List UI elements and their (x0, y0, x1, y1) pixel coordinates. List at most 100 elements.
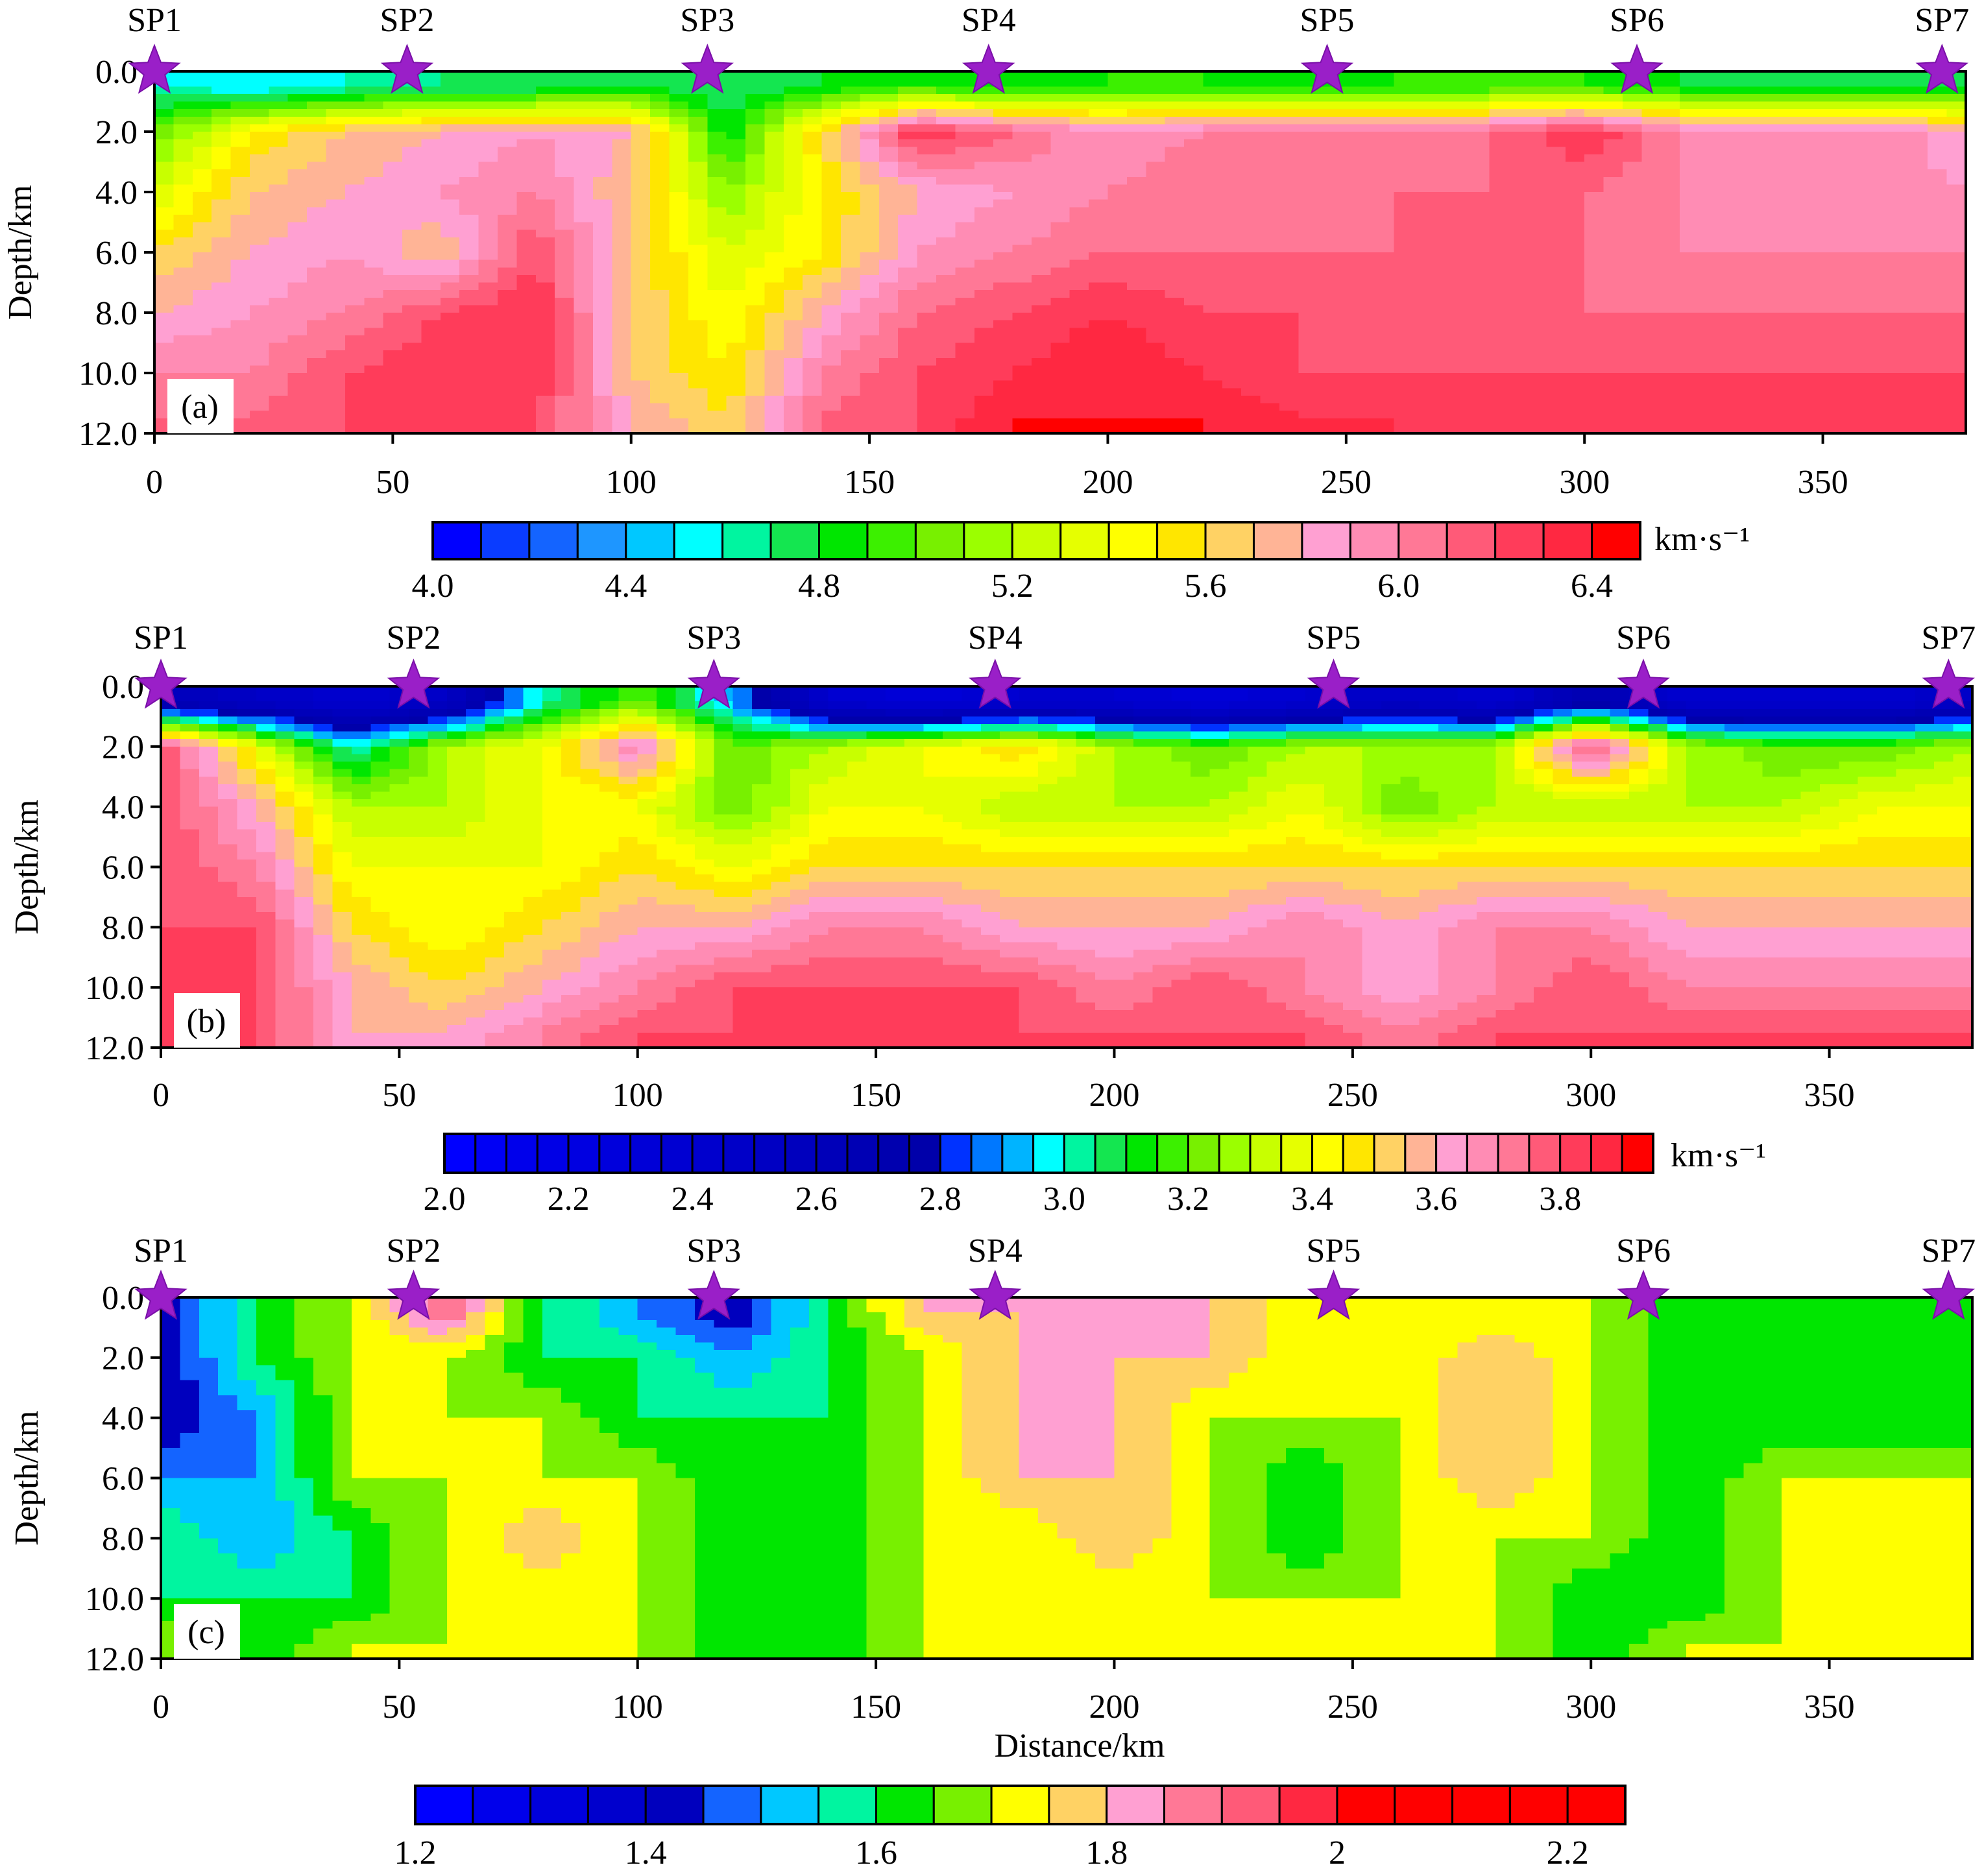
heatmap-cell (516, 411, 537, 419)
heatmap-cell (478, 86, 498, 95)
heatmap-cell (1680, 101, 1700, 110)
heatmap-cell (1146, 343, 1166, 351)
heatmap-cell (351, 701, 371, 710)
heatmap-cell (1946, 147, 1966, 155)
heatmap-cell (555, 320, 575, 328)
heatmap-cell (1660, 139, 1680, 147)
heatmap-cell (421, 274, 441, 283)
heatmap-cell (535, 222, 555, 230)
heatmap-cell (345, 380, 365, 389)
heatmap-cell (287, 124, 308, 132)
heatmap-cell (1622, 199, 1642, 208)
heatmap-cell (631, 86, 651, 95)
heatmap-cell (1317, 365, 1337, 374)
heatmap-cell (1717, 252, 1737, 261)
heatmap-cell (1012, 335, 1032, 344)
heatmap-cell (516, 350, 537, 359)
heatmap-cell (841, 71, 861, 80)
heatmap-cell (478, 109, 498, 117)
heatmap-cell (878, 395, 899, 404)
heatmap-cell (878, 411, 899, 419)
heatmap-cell (675, 701, 696, 710)
heatmap-cell (345, 101, 365, 110)
heatmap-cell (1813, 388, 1833, 396)
heatmap-cell (383, 274, 403, 283)
heatmap-cell (1037, 686, 1058, 695)
heatmap-cell (1686, 686, 1706, 695)
heatmap-cell (1794, 305, 1814, 313)
heatmap-cell (821, 395, 841, 404)
heatmap-cell (955, 380, 975, 389)
heatmap-cell (421, 199, 441, 208)
heatmap-cell (1412, 169, 1433, 178)
heatmap-cell (1508, 388, 1528, 396)
heatmap-cell (1813, 290, 1833, 298)
heatmap-cell (1908, 395, 1928, 404)
heatmap-cell (764, 274, 784, 283)
heatmap-cell (764, 411, 784, 419)
heatmap-cell (726, 93, 746, 102)
heatmap-cell (199, 693, 219, 702)
heatmap-cell (249, 267, 269, 276)
heatmap-cell (269, 214, 289, 223)
heatmap-cell (1889, 116, 1909, 125)
panel-0: 0.02.04.06.08.010.012.00 50 100 150 200 250 30… (2, 2, 1969, 605)
heatmap-cell (1412, 328, 1433, 336)
heatmap-cell (1946, 335, 1966, 344)
heatmap-cell (1756, 116, 1776, 125)
heatmap-cell (326, 192, 346, 200)
heatmap-cell (313, 693, 333, 702)
heatmap-cell (1412, 162, 1433, 170)
heatmap-cell (1737, 350, 1757, 359)
shot-point-label: SP1 (127, 2, 182, 39)
heatmap-cell (498, 71, 517, 80)
heatmap-cell (1394, 162, 1414, 170)
heatmap-cell (974, 282, 994, 291)
heatmap-cell (287, 343, 308, 351)
heatmap-cell (612, 116, 632, 125)
heatmap-cell (498, 305, 517, 313)
heatmap-cell (1317, 101, 1337, 110)
heatmap-cell (1374, 154, 1394, 163)
heatmap-cell (307, 297, 327, 306)
heatmap-cell (841, 109, 861, 117)
heatmap-cell (478, 71, 498, 80)
heatmap-cell (192, 71, 212, 80)
heatmap-cell (1089, 154, 1109, 163)
heatmap-cell (790, 693, 810, 702)
heatmap-cell (535, 71, 555, 80)
heatmap-cell (1565, 78, 1585, 87)
heatmap-cell (745, 282, 766, 291)
heatmap-cell (688, 184, 708, 193)
heatmap-cell (269, 259, 289, 268)
heatmap-cell (383, 199, 403, 208)
heatmap-cell (669, 78, 689, 87)
heatmap-cell (764, 403, 784, 411)
heatmap-cell (1527, 86, 1547, 95)
heatmap-cell (1031, 109, 1051, 117)
heatmap-cell (1584, 259, 1604, 268)
heatmap-cell (860, 237, 880, 245)
heatmap-cell (1241, 313, 1261, 321)
heatmap-cell (212, 101, 232, 110)
heatmap-cell (1317, 139, 1337, 147)
heatmap-cell (1050, 328, 1071, 336)
heatmap-cell (269, 297, 289, 306)
heatmap-cell (459, 252, 479, 261)
heatmap-cell (1337, 132, 1357, 140)
heatmap-cell (249, 290, 269, 298)
heatmap-cell (478, 357, 498, 366)
heatmap-cell (1641, 259, 1662, 268)
heatmap-cell (364, 259, 384, 268)
heatmap-cell (1317, 237, 1337, 245)
heatmap-cell (1832, 154, 1852, 163)
heatmap-cell (612, 365, 632, 374)
heatmap-cell (1680, 343, 1700, 351)
heatmap-cell (1756, 395, 1776, 404)
heatmap-cell (1355, 192, 1375, 200)
heatmap-cell (841, 93, 861, 102)
heatmap-cell (1946, 154, 1966, 163)
heatmap-cell (1870, 86, 1891, 95)
heatmap-cell (707, 388, 727, 396)
heatmap-cell (192, 78, 212, 87)
